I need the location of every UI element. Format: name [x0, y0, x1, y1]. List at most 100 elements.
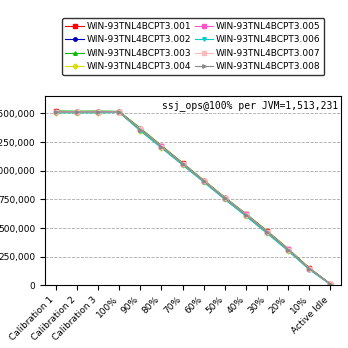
WIN-93TNL4BCPT3.004	[159, 145, 164, 150]
WIN-93TNL4BCPT3.003	[117, 109, 121, 113]
WIN-93TNL4BCPT3.004	[75, 110, 79, 114]
WIN-93TNL4BCPT3.006	[54, 111, 58, 115]
WIN-93TNL4BCPT3.006	[265, 231, 269, 236]
WIN-93TNL4BCPT3.008	[54, 110, 58, 114]
WIN-93TNL4BCPT3.006	[96, 111, 100, 115]
WIN-93TNL4BCPT3.005	[138, 127, 142, 131]
WIN-93TNL4BCPT3.006	[286, 249, 290, 253]
WIN-93TNL4BCPT3.004	[96, 111, 100, 115]
WIN-93TNL4BCPT3.001	[244, 212, 248, 216]
Line: WIN-93TNL4BCPT3.001: WIN-93TNL4BCPT3.001	[54, 110, 332, 286]
WIN-93TNL4BCPT3.007	[265, 230, 269, 234]
WIN-93TNL4BCPT3.005	[244, 212, 248, 216]
WIN-93TNL4BCPT3.003	[307, 266, 311, 270]
WIN-93TNL4BCPT3.005	[265, 230, 269, 234]
WIN-93TNL4BCPT3.007	[244, 213, 248, 217]
WIN-93TNL4BCPT3.007	[286, 247, 290, 252]
WIN-93TNL4BCPT3.006	[307, 268, 311, 272]
WIN-93TNL4BCPT3.002	[307, 267, 311, 271]
WIN-93TNL4BCPT3.005	[181, 161, 185, 166]
WIN-93TNL4BCPT3.001	[159, 144, 164, 148]
Legend: WIN-93TNL4BCPT3.001, WIN-93TNL4BCPT3.002, WIN-93TNL4BCPT3.003, WIN-93TNL4BCPT3.0: WIN-93TNL4BCPT3.001, WIN-93TNL4BCPT3.002…	[62, 18, 324, 75]
WIN-93TNL4BCPT3.004	[117, 110, 121, 114]
WIN-93TNL4BCPT3.002	[117, 110, 121, 114]
WIN-93TNL4BCPT3.006	[75, 111, 79, 115]
WIN-93TNL4BCPT3.006	[181, 163, 185, 167]
Line: WIN-93TNL4BCPT3.005: WIN-93TNL4BCPT3.005	[54, 110, 332, 286]
WIN-93TNL4BCPT3.001	[54, 109, 58, 113]
WIN-93TNL4BCPT3.007	[201, 179, 206, 183]
WIN-93TNL4BCPT3.001	[223, 196, 227, 200]
WIN-93TNL4BCPT3.005	[54, 110, 58, 114]
WIN-93TNL4BCPT3.004	[223, 197, 227, 201]
WIN-93TNL4BCPT3.002	[54, 110, 58, 114]
WIN-93TNL4BCPT3.008	[159, 145, 164, 149]
WIN-93TNL4BCPT3.008	[286, 248, 290, 252]
WIN-93TNL4BCPT3.003	[201, 178, 206, 182]
WIN-93TNL4BCPT3.006	[329, 283, 333, 287]
WIN-93TNL4BCPT3.007	[329, 282, 333, 286]
Line: WIN-93TNL4BCPT3.007: WIN-93TNL4BCPT3.007	[54, 110, 332, 286]
WIN-93TNL4BCPT3.002	[96, 110, 100, 114]
WIN-93TNL4BCPT3.004	[307, 267, 311, 271]
WIN-93TNL4BCPT3.002	[329, 282, 333, 286]
WIN-93TNL4BCPT3.008	[307, 267, 311, 271]
WIN-93TNL4BCPT3.001	[181, 161, 185, 165]
WIN-93TNL4BCPT3.003	[286, 247, 290, 251]
WIN-93TNL4BCPT3.005	[307, 267, 311, 271]
WIN-93TNL4BCPT3.004	[265, 231, 269, 235]
WIN-93TNL4BCPT3.007	[159, 144, 164, 149]
WIN-93TNL4BCPT3.003	[54, 109, 58, 113]
WIN-93TNL4BCPT3.008	[117, 110, 121, 114]
WIN-93TNL4BCPT3.007	[54, 110, 58, 114]
WIN-93TNL4BCPT3.001	[96, 109, 100, 113]
WIN-93TNL4BCPT3.002	[265, 231, 269, 235]
Line: WIN-93TNL4BCPT3.002: WIN-93TNL4BCPT3.002	[54, 110, 332, 286]
WIN-93TNL4BCPT3.006	[223, 197, 227, 201]
WIN-93TNL4BCPT3.002	[159, 145, 164, 149]
WIN-93TNL4BCPT3.007	[138, 127, 142, 132]
WIN-93TNL4BCPT3.007	[96, 110, 100, 114]
WIN-93TNL4BCPT3.001	[201, 179, 206, 183]
WIN-93TNL4BCPT3.008	[75, 110, 79, 114]
WIN-93TNL4BCPT3.005	[159, 144, 164, 149]
WIN-93TNL4BCPT3.001	[307, 266, 311, 270]
WIN-93TNL4BCPT3.001	[138, 127, 142, 131]
WIN-93TNL4BCPT3.004	[54, 111, 58, 115]
WIN-93TNL4BCPT3.008	[329, 282, 333, 286]
WIN-93TNL4BCPT3.006	[138, 129, 142, 133]
WIN-93TNL4BCPT3.005	[201, 179, 206, 183]
WIN-93TNL4BCPT3.008	[265, 230, 269, 234]
Line: WIN-93TNL4BCPT3.004: WIN-93TNL4BCPT3.004	[54, 111, 332, 286]
Text: ssj_ops@100% per JVM=1,513,231: ssj_ops@100% per JVM=1,513,231	[162, 100, 338, 111]
WIN-93TNL4BCPT3.007	[307, 267, 311, 271]
WIN-93TNL4BCPT3.001	[286, 247, 290, 251]
WIN-93TNL4BCPT3.002	[201, 180, 206, 184]
WIN-93TNL4BCPT3.005	[75, 110, 79, 114]
WIN-93TNL4BCPT3.003	[265, 229, 269, 233]
WIN-93TNL4BCPT3.008	[201, 179, 206, 183]
WIN-93TNL4BCPT3.004	[286, 248, 290, 253]
WIN-93TNL4BCPT3.001	[265, 229, 269, 233]
WIN-93TNL4BCPT3.008	[244, 213, 248, 217]
WIN-93TNL4BCPT3.005	[117, 110, 121, 114]
Line: WIN-93TNL4BCPT3.003: WIN-93TNL4BCPT3.003	[54, 109, 332, 286]
WIN-93TNL4BCPT3.001	[329, 282, 333, 286]
WIN-93TNL4BCPT3.006	[117, 110, 121, 114]
WIN-93TNL4BCPT3.003	[223, 195, 227, 199]
WIN-93TNL4BCPT3.004	[201, 180, 206, 184]
WIN-93TNL4BCPT3.006	[201, 180, 206, 184]
WIN-93TNL4BCPT3.003	[329, 282, 333, 286]
WIN-93TNL4BCPT3.002	[286, 248, 290, 252]
WIN-93TNL4BCPT3.005	[223, 196, 227, 200]
WIN-93TNL4BCPT3.008	[138, 127, 142, 132]
WIN-93TNL4BCPT3.002	[138, 128, 142, 132]
WIN-93TNL4BCPT3.001	[117, 110, 121, 114]
WIN-93TNL4BCPT3.005	[286, 247, 290, 252]
WIN-93TNL4BCPT3.003	[181, 161, 185, 165]
WIN-93TNL4BCPT3.005	[329, 282, 333, 286]
WIN-93TNL4BCPT3.003	[138, 126, 142, 130]
WIN-93TNL4BCPT3.003	[159, 143, 164, 148]
Line: WIN-93TNL4BCPT3.008: WIN-93TNL4BCPT3.008	[54, 110, 332, 286]
WIN-93TNL4BCPT3.006	[244, 214, 248, 218]
